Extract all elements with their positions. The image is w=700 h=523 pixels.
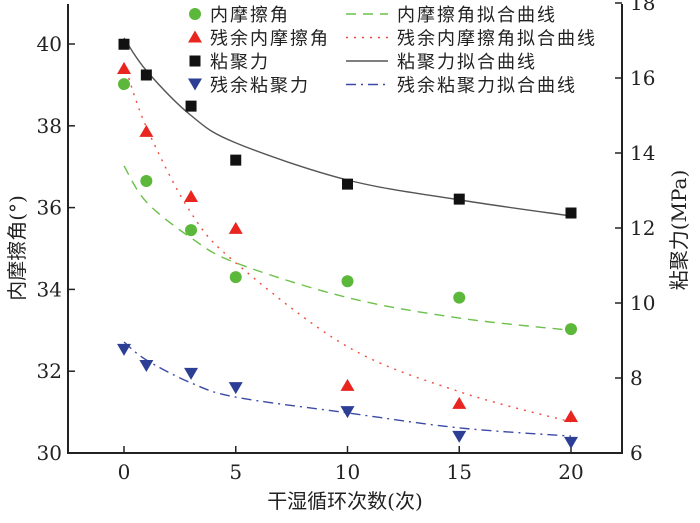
x-tick-label: 20 [558,460,583,484]
data-point [564,436,578,449]
data-point [452,430,467,443]
data-point [140,175,153,188]
data-point [117,61,131,74]
data-point [118,78,130,91]
y-axis-right-label: 粘聚力(MPa) [667,170,691,291]
data-point [139,360,154,372]
y-right-tick-label: 16 [630,66,655,90]
legend-label: 残余内摩擦角 [210,29,330,50]
y-right-tick-label: 18 [630,0,655,15]
data-point [565,207,577,219]
y-axis-left-label: 内摩擦角(°) [5,195,29,301]
data-point [228,221,243,234]
legend-label: 粘聚力 [210,52,270,73]
data-point [185,224,198,237]
data-point [340,406,355,419]
y-right-tick-label: 10 [630,291,655,315]
legend-label: 内摩擦角拟合曲线 [397,5,557,26]
data-points [117,38,578,449]
y-right-tick-label: 14 [630,141,655,165]
data-point [453,291,466,304]
data-point [117,343,131,356]
axes: 0 5 10 15 20 30 32 34 36 38 40 6 8 10 12 14 16 18 [37,0,656,484]
data-point [118,38,130,50]
y-right-tick-label: 6 [630,441,643,465]
legend-marker [189,8,201,20]
legend-label: 残余粘聚力 [210,76,310,97]
x-tick-label: 0 [118,460,131,484]
y-left-tick-label: 34 [37,277,62,301]
data-point [452,396,467,409]
y-left-tick-label: 36 [37,196,62,220]
data-point [228,382,243,395]
x-axis-label: 干湿循环次数(次) [267,489,423,513]
data-point [230,154,242,166]
x-tick-label: 5 [229,460,242,484]
data-point [140,69,152,81]
data-point [342,178,353,190]
data-point [229,271,242,284]
data-point [139,124,154,137]
data-point [564,410,578,423]
y-right-tick-label: 8 [630,366,643,390]
y-left-tick-label: 40 [37,32,62,56]
data-point [184,189,199,202]
legend-label: 残余粘聚力拟合曲线 [397,76,577,97]
y-left-tick-label: 38 [37,114,62,138]
legend-label: 残余内摩擦角拟合曲线 [397,29,597,50]
x-tick-label: 10 [335,460,360,484]
legend-marker [188,30,202,43]
data-point [185,100,197,112]
y-left-tick-label: 30 [37,441,62,465]
legend-marker [189,55,201,67]
legend-label: 内摩擦角 [210,5,290,26]
data-point [340,378,355,391]
y-left-tick-label: 32 [37,359,62,383]
data-point [453,193,465,205]
x-tick-label: 15 [447,460,472,484]
y-right-tick-label: 12 [630,216,655,240]
data-point [341,275,354,288]
data-point [184,367,199,380]
legend-marker [188,78,202,91]
legend-label: 粘聚力拟合曲线 [397,52,537,73]
data-point [565,323,577,336]
